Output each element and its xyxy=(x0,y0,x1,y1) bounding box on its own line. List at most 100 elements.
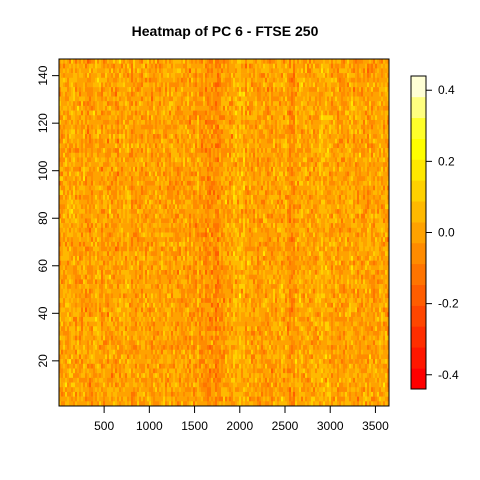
heatmap-cell xyxy=(359,162,362,168)
heatmap-cell xyxy=(219,129,222,135)
heatmap-cell xyxy=(213,190,216,196)
heatmap-cell xyxy=(277,166,280,172)
heatmap-cell xyxy=(141,124,144,130)
heatmap-cell xyxy=(287,124,290,130)
heatmap-cell xyxy=(261,82,264,88)
heatmap-cell xyxy=(385,194,388,200)
heatmap-cell xyxy=(295,73,298,79)
heatmap-cell xyxy=(155,124,158,130)
heatmap-cell xyxy=(337,63,340,69)
heatmap-cell xyxy=(59,152,62,158)
heatmap-cell xyxy=(63,73,66,79)
heatmap-cell xyxy=(225,176,228,182)
heatmap-cell xyxy=(307,194,310,200)
heatmap-cell xyxy=(143,77,146,83)
heatmap-cell xyxy=(381,166,384,172)
heatmap-cell xyxy=(327,166,330,172)
heatmap-cell xyxy=(115,166,118,172)
heatmap-cell xyxy=(189,115,192,121)
heatmap-cell xyxy=(167,77,170,83)
heatmap-cell xyxy=(169,190,172,196)
heatmap-cell xyxy=(87,190,90,196)
heatmap-cell xyxy=(193,134,196,140)
heatmap-cell xyxy=(77,176,80,182)
heatmap-cell xyxy=(285,73,288,79)
heatmap-cell xyxy=(153,115,156,121)
heatmap-cell xyxy=(145,101,148,107)
heatmap-cell xyxy=(323,152,326,158)
heatmap-cell xyxy=(193,162,196,168)
heatmap-cell xyxy=(245,148,248,154)
heatmap-cell xyxy=(145,190,148,196)
heatmap-cell xyxy=(291,143,294,149)
heatmap-cell xyxy=(75,180,78,186)
heatmap-cell xyxy=(187,143,190,149)
heatmap-cell xyxy=(303,176,306,182)
heatmap-cell xyxy=(131,162,134,168)
heatmap-cell xyxy=(109,180,112,186)
heatmap-cell xyxy=(117,96,120,102)
heatmap-cell xyxy=(371,166,374,172)
heatmap-cell xyxy=(239,162,242,168)
heatmap-cell xyxy=(191,119,194,125)
heatmap-cell xyxy=(129,180,132,186)
heatmap-cell xyxy=(145,105,148,111)
heatmap-cell xyxy=(77,185,80,191)
heatmap-cell xyxy=(81,199,84,205)
heatmap-cell xyxy=(349,152,352,158)
heatmap-cell xyxy=(317,91,320,97)
heatmap-cell xyxy=(231,96,234,102)
heatmap-cell xyxy=(381,119,384,125)
heatmap-cell xyxy=(363,91,366,97)
heatmap-cell xyxy=(375,166,378,172)
heatmap-cell xyxy=(103,101,106,107)
heatmap-cell xyxy=(65,194,68,200)
heatmap-cell xyxy=(209,162,212,168)
heatmap-cell xyxy=(215,185,218,191)
heatmap-cell xyxy=(59,134,62,140)
heatmap-cell xyxy=(91,134,94,140)
heatmap-cell xyxy=(273,185,276,191)
heatmap-cell xyxy=(79,110,82,116)
heatmap-cell xyxy=(259,129,262,135)
heatmap-cell xyxy=(233,138,236,144)
heatmap-cell xyxy=(139,134,142,140)
heatmap-cell xyxy=(95,166,98,172)
heatmap-cell xyxy=(141,194,144,200)
heatmap-cell xyxy=(307,185,310,191)
heatmap-cell xyxy=(241,105,244,111)
heatmap-cell xyxy=(331,190,334,196)
heatmap-cell xyxy=(341,110,344,116)
heatmap-cell xyxy=(337,185,340,191)
heatmap-cell xyxy=(101,138,104,144)
heatmap-cell xyxy=(203,143,206,149)
heatmap-cell xyxy=(261,68,264,74)
heatmap-cell xyxy=(101,157,104,163)
heatmap-cell xyxy=(353,59,356,64)
heatmap-cell xyxy=(167,166,170,172)
heatmap-cell xyxy=(369,77,372,83)
heatmap-cell xyxy=(351,73,354,79)
heatmap-cell xyxy=(93,91,96,97)
heatmap-cell xyxy=(143,166,146,172)
heatmap-cell xyxy=(301,101,304,107)
heatmap-cell xyxy=(101,91,104,97)
heatmap-cell xyxy=(91,77,94,83)
heatmap-cell xyxy=(73,176,76,182)
heatmap-cell xyxy=(103,91,106,97)
heatmap-cell xyxy=(77,77,80,83)
heatmap-cell xyxy=(233,96,236,102)
heatmap-cell xyxy=(289,101,292,107)
heatmap-cell xyxy=(333,134,336,140)
heatmap-cell xyxy=(59,82,62,88)
heatmap-cell xyxy=(343,157,346,163)
heatmap-cell xyxy=(153,134,156,140)
heatmap-cell xyxy=(207,148,210,154)
heatmap-cell xyxy=(357,68,360,74)
heatmap-cell xyxy=(117,185,120,191)
heatmap-cell xyxy=(239,96,242,102)
heatmap-cell xyxy=(223,68,226,74)
heatmap-cell xyxy=(365,59,368,64)
heatmap-cell xyxy=(359,148,362,154)
heatmap-cell xyxy=(87,180,90,186)
